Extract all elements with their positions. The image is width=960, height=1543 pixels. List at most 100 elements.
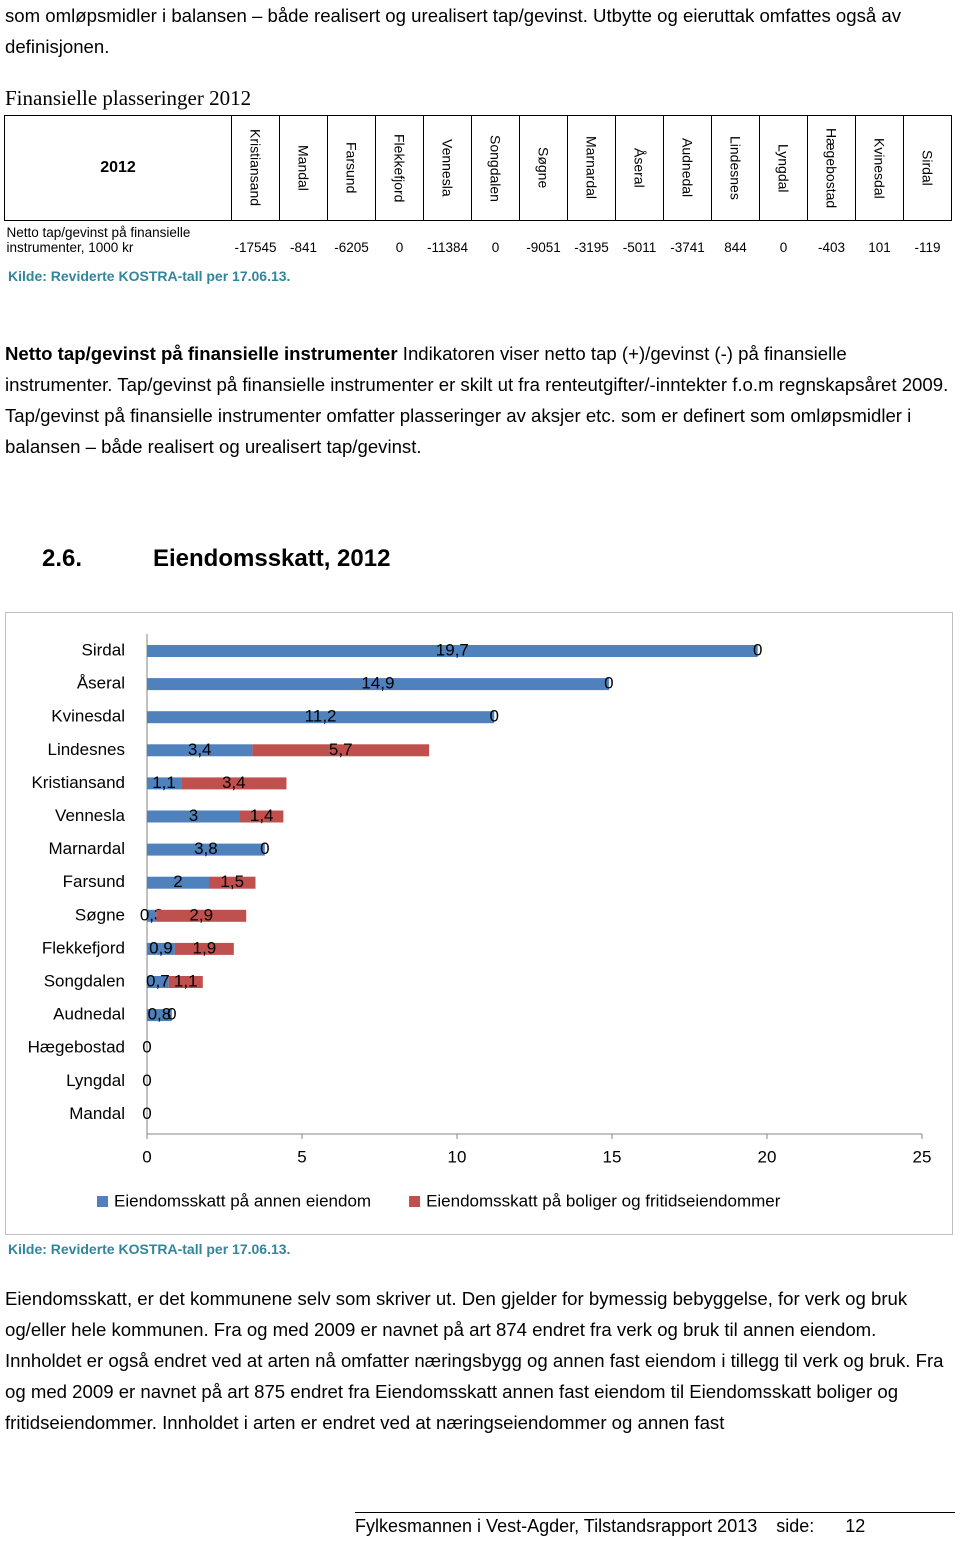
bar bbox=[147, 942, 175, 955]
legend-swatch bbox=[97, 1196, 108, 1207]
data-label: 0 bbox=[489, 707, 498, 726]
bar bbox=[147, 744, 253, 757]
column-header-text: Vennesla bbox=[439, 139, 456, 197]
x-tick-label: 20 bbox=[758, 1147, 777, 1166]
y-tick-label: Kristiansand bbox=[31, 773, 125, 792]
table: 2012 Kristiansand Mandal Farsund Flekkefjord… bbox=[4, 115, 952, 259]
table-cell: -841 bbox=[289, 240, 318, 255]
y-tick-label: Åseral bbox=[77, 674, 125, 693]
table-cell: 0 bbox=[779, 240, 788, 255]
data-label: 1,4 bbox=[250, 806, 274, 825]
table-cell: -3195 bbox=[574, 240, 609, 255]
paragraph-bold: Netto tap/gevinst på finansielle instrum… bbox=[5, 343, 398, 364]
bar bbox=[240, 810, 284, 823]
table-title: Finansielle plasseringer 2012 bbox=[5, 86, 252, 110]
data-label: 11,2 bbox=[305, 707, 337, 726]
y-tick-label: Marnardal bbox=[48, 839, 125, 858]
y-tick-label: Audnedal bbox=[53, 1005, 125, 1024]
y-tick-label: Lyngdal bbox=[66, 1071, 125, 1090]
table-cell: -11384 bbox=[426, 240, 469, 255]
x-tick-label: 15 bbox=[603, 1147, 622, 1166]
data-label: 3,4 bbox=[188, 740, 212, 759]
column-header: Kvinesdal bbox=[855, 115, 904, 221]
y-tick-label: Søgne bbox=[75, 905, 125, 924]
paragraph-text: Indikatoren viser netto tap (+)/gevinst … bbox=[5, 343, 949, 457]
column-header: Kristiansand bbox=[231, 115, 280, 221]
table-corner: 2012 bbox=[4, 115, 232, 221]
column-header: Audnedal bbox=[663, 115, 712, 221]
bar bbox=[252, 744, 430, 757]
bar bbox=[147, 711, 495, 724]
column-header: Hægebostad bbox=[807, 115, 856, 221]
legend-label: Eiendomsskatt på boliger og fritidseiend… bbox=[426, 1191, 781, 1210]
paragraph: Eiendomsskatt, er det kommunene selv som… bbox=[5, 1288, 944, 1433]
column-header-text: Mandal bbox=[295, 145, 312, 191]
column-header: Søgne bbox=[519, 115, 568, 221]
y-tick-label: Kvinesdal bbox=[51, 707, 125, 726]
bar bbox=[181, 777, 287, 790]
row-label: Netto tap/gevinst på finansielle instrum… bbox=[6, 225, 191, 255]
column-header: Vennesla bbox=[423, 115, 472, 221]
column-header: Songdalen bbox=[471, 115, 520, 221]
y-tick-label: Sirdal bbox=[82, 640, 125, 659]
data-label: 0,8 bbox=[148, 1005, 172, 1024]
data-label: 1,5 bbox=[220, 872, 244, 891]
data-label: 0 bbox=[604, 674, 613, 693]
column-header: Marnardal bbox=[567, 115, 616, 221]
data-label: 0 bbox=[142, 1104, 151, 1123]
data-label: 0,7 bbox=[146, 971, 170, 990]
bar bbox=[147, 777, 182, 790]
bar bbox=[147, 876, 209, 889]
bar bbox=[147, 678, 609, 691]
table-cell: -403 bbox=[817, 240, 846, 255]
y-tick-label: Flekkefjord bbox=[42, 938, 125, 957]
table-cell: -6205 bbox=[334, 240, 369, 255]
data-label: 1,9 bbox=[193, 938, 217, 957]
table-cell: -5011 bbox=[622, 240, 657, 255]
table-cell: 0 bbox=[395, 240, 404, 255]
data-label: 0 bbox=[167, 1005, 176, 1024]
data-label: 0 bbox=[142, 1038, 151, 1057]
column-header-text: Flekkefjord bbox=[391, 133, 408, 203]
column-header-text: Lyngdal bbox=[775, 143, 792, 193]
source: Kilde: Reviderte KOSTRA-tall per 17.06.1… bbox=[8, 1241, 291, 1257]
column-header-text: Sirdal bbox=[919, 150, 936, 186]
data-label: 0 bbox=[142, 1071, 151, 1090]
column-header: Lindesnes bbox=[711, 115, 760, 221]
bar bbox=[174, 942, 234, 955]
data-label: 3 bbox=[189, 806, 198, 825]
bar bbox=[147, 843, 265, 856]
column-header: Flekkefjord bbox=[375, 115, 424, 221]
bar bbox=[156, 909, 247, 922]
x-tick-label: 0 bbox=[142, 1147, 151, 1166]
legend-label: Eiendomsskatt på annen eiendom bbox=[114, 1191, 371, 1210]
data-label: 5,7 bbox=[329, 740, 353, 759]
data-label: 0 bbox=[260, 839, 269, 858]
table-cell: -119 bbox=[914, 240, 941, 255]
paragraph: Netto tap/gevinst på finansielle instrum… bbox=[5, 338, 950, 462]
column-header-text: Farsund bbox=[343, 142, 360, 194]
bar bbox=[147, 810, 240, 823]
column-header-text: Åseral bbox=[631, 148, 648, 188]
footer-side: side: bbox=[776, 1516, 815, 1536]
column-header-text: Hægebostad bbox=[823, 127, 840, 209]
y-tick-label: Mandal bbox=[69, 1104, 125, 1123]
table-cell: 0 bbox=[491, 240, 500, 255]
column-header: Sirdal bbox=[903, 115, 952, 221]
x-tick-label: 5 bbox=[297, 1147, 306, 1166]
data-label: 14,9 bbox=[361, 674, 394, 693]
column-header-text: Marnardal bbox=[583, 136, 600, 200]
source: Kilde: Reviderte KOSTRA-tall per 17.06.1… bbox=[8, 268, 291, 284]
bar bbox=[168, 976, 203, 988]
column-header: Lyngdal bbox=[759, 115, 808, 221]
column-header: Åseral bbox=[615, 115, 664, 221]
table-cell: -9051 bbox=[526, 240, 561, 255]
footer-rule bbox=[355, 1512, 955, 1513]
data-label: 2,9 bbox=[189, 905, 213, 924]
bar bbox=[147, 909, 157, 922]
data-label: 2 bbox=[173, 872, 182, 891]
table-cell: 101 bbox=[868, 240, 891, 255]
column-header: Mandal bbox=[279, 115, 328, 221]
